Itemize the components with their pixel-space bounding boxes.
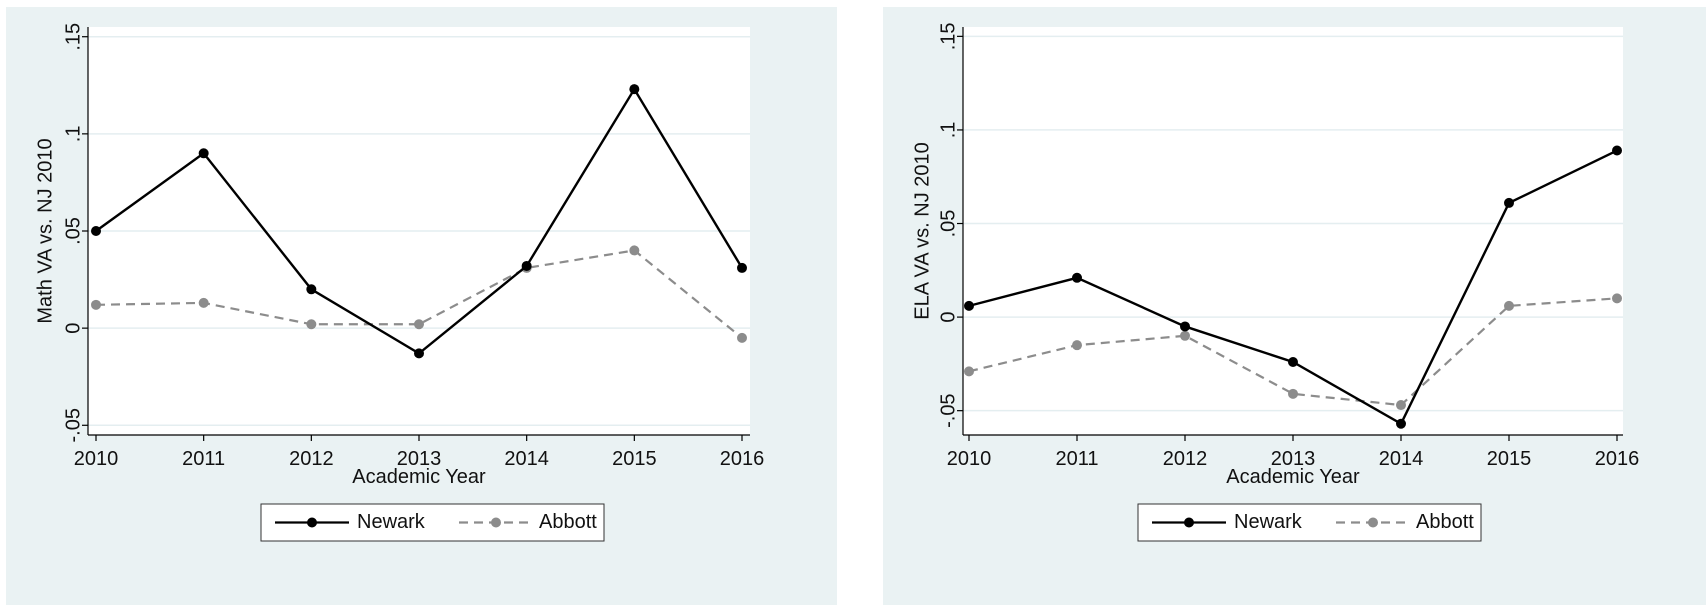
math-point-newark [198, 148, 209, 159]
x-tick-label: 2014 [1379, 448, 1424, 470]
legend-label-newark: Newark [1234, 511, 1303, 533]
math-va-chart-panel: -.05 0 .05 .1 .15 2010 2011 2012 2013 2014 2015 201… [6, 7, 837, 605]
math-point-newark [91, 226, 101, 236]
y-tick-label: -.05 [937, 393, 959, 427]
x-tick-label: 2010 [74, 448, 119, 470]
math-point-newark [521, 260, 532, 271]
ela-point-newark [1180, 321, 1190, 332]
y-tick-label: .05 [62, 217, 84, 245]
math-point-abbott [414, 319, 424, 330]
ela-point-abbott [1180, 330, 1190, 341]
x-tick-label: 2015 [1487, 448, 1532, 470]
math-point-newark [306, 284, 317, 295]
ela-point-newark [1072, 272, 1082, 283]
y-tick-label: .15 [937, 22, 959, 50]
x-axis-title: Academic Year [352, 466, 486, 488]
ela-point-abbott [1612, 293, 1622, 304]
legend-marker-newark [307, 517, 317, 528]
x-axis-title: Academic Year [1226, 466, 1360, 488]
x-tick-label: 2014 [504, 448, 549, 470]
x-tick-label: 2013 [1271, 448, 1316, 470]
ela-point-newark [1396, 418, 1406, 429]
y-axis-title: Math VA vs. NJ 2010 [34, 138, 56, 323]
math-point-abbott [629, 245, 640, 256]
math-point-abbott [737, 332, 747, 343]
x-tick-label: 2013 [397, 448, 442, 470]
ela-point-newark [964, 300, 974, 311]
x-tick-label: 2012 [289, 448, 334, 470]
x-tick-label: 2010 [947, 448, 992, 470]
y-tick-label: .1 [62, 126, 84, 143]
y-axis-title: ELA VA vs. NJ 2010 [911, 142, 933, 320]
math-point-newark [737, 262, 747, 273]
ela-point-abbott [964, 366, 974, 377]
x-tick-label: 2016 [720, 448, 765, 470]
y-tick-label: .15 [62, 23, 84, 51]
math-va-chart: -.05 0 .05 .1 .15 2010 2011 2012 2013 2014 2015 201… [34, 23, 765, 542]
legend-label-abbott: Abbott [1416, 511, 1474, 533]
math-point-newark [629, 84, 640, 95]
plot-area [963, 27, 1623, 435]
legend-marker-abbott [491, 517, 501, 528]
math-point-abbott [198, 297, 209, 308]
legend-marker-abbott [1368, 517, 1378, 528]
ela-va-chart: -.05 0 .05 .1 .15 2010 2011 2012 2013 2014 2015 201… [911, 22, 1640, 542]
legend-label-newark: Newark [357, 511, 426, 533]
ela-point-abbott [1288, 388, 1298, 399]
ela-point-abbott [1072, 340, 1082, 351]
ela-point-abbott [1504, 300, 1514, 311]
y-tick-label: .05 [937, 210, 959, 238]
ela-point-newark [1288, 357, 1298, 368]
y-tick-label: .1 [937, 122, 959, 139]
math-point-newark [414, 348, 424, 359]
y-tick-label: -.05 [62, 408, 84, 442]
legend-label-abbott: Abbott [539, 511, 597, 533]
x-tick-label: 2011 [182, 448, 225, 470]
ela-point-newark [1612, 145, 1622, 156]
legend-marker-newark [1184, 517, 1194, 528]
y-tick-label: 0 [937, 312, 959, 323]
ela-va-chart-panel: -.05 0 .05 .1 .15 2010 2011 2012 2013 2014 2015 201… [883, 7, 1706, 605]
x-tick-label: 2011 [1055, 448, 1098, 470]
y-tick-label: 0 [62, 323, 84, 334]
math-point-abbott [306, 319, 317, 330]
x-tick-label: 2012 [1163, 448, 1208, 470]
math-point-abbott [91, 299, 101, 310]
x-tick-label: 2016 [1595, 448, 1640, 470]
ela-point-newark [1504, 197, 1514, 208]
x-tick-label: 2015 [612, 448, 657, 470]
ela-point-abbott [1396, 400, 1406, 411]
